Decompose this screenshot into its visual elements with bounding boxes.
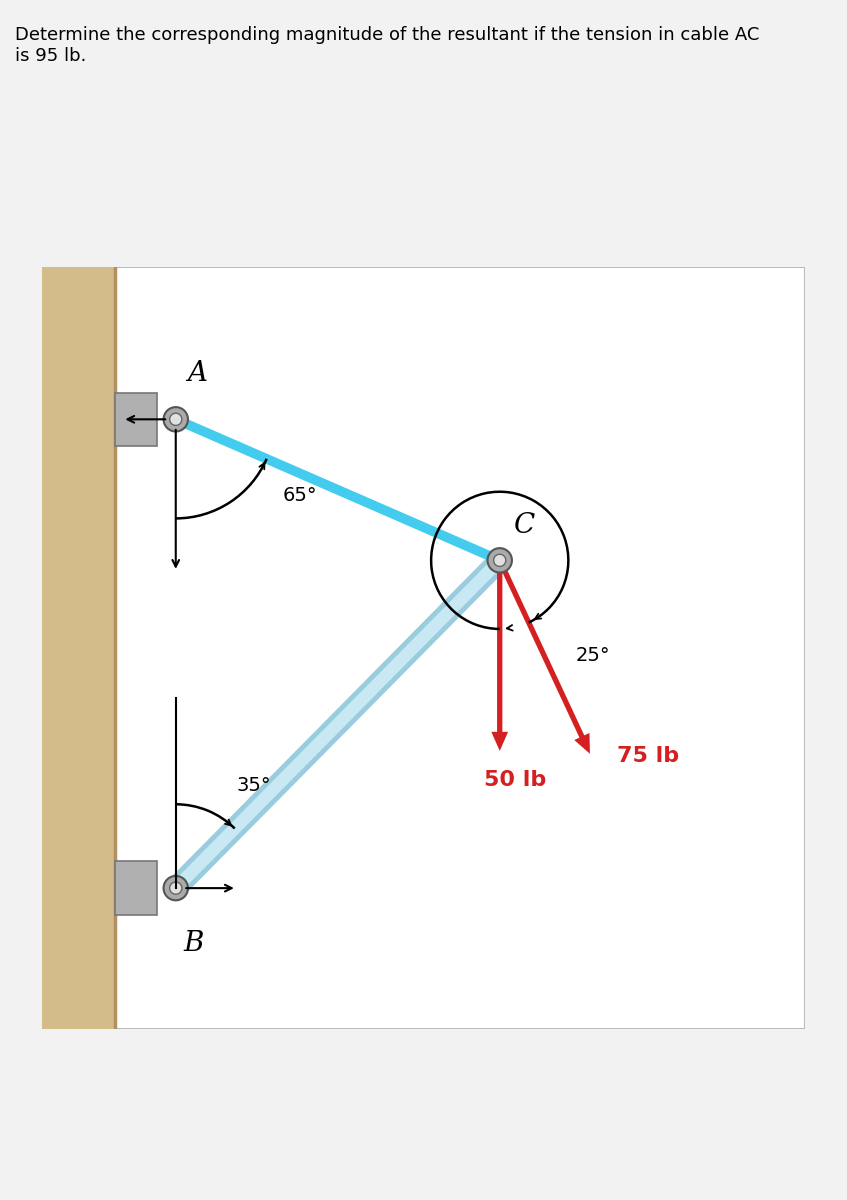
Text: A: A [187,360,208,388]
Circle shape [488,548,512,572]
Text: 25°: 25° [576,646,611,665]
Circle shape [169,882,182,894]
Bar [42,266,115,1030]
FancyArrow shape [491,560,508,751]
Circle shape [163,407,188,432]
Text: 50 lb: 50 lb [484,770,546,790]
Circle shape [169,413,182,426]
Text: 75 lb: 75 lb [617,746,678,766]
Text: B: B [184,930,204,958]
Circle shape [163,876,188,900]
Bar [115,392,157,446]
Text: 65°: 65° [283,486,317,505]
Circle shape [494,554,506,566]
Text: 35°: 35° [237,775,271,794]
Text: Determine the corresponding magnitude of the resultant if the tension in cable A: Determine the corresponding magnitude of… [15,26,760,65]
FancyArrow shape [497,559,590,754]
Bar [115,862,157,914]
Text: C: C [513,512,534,539]
